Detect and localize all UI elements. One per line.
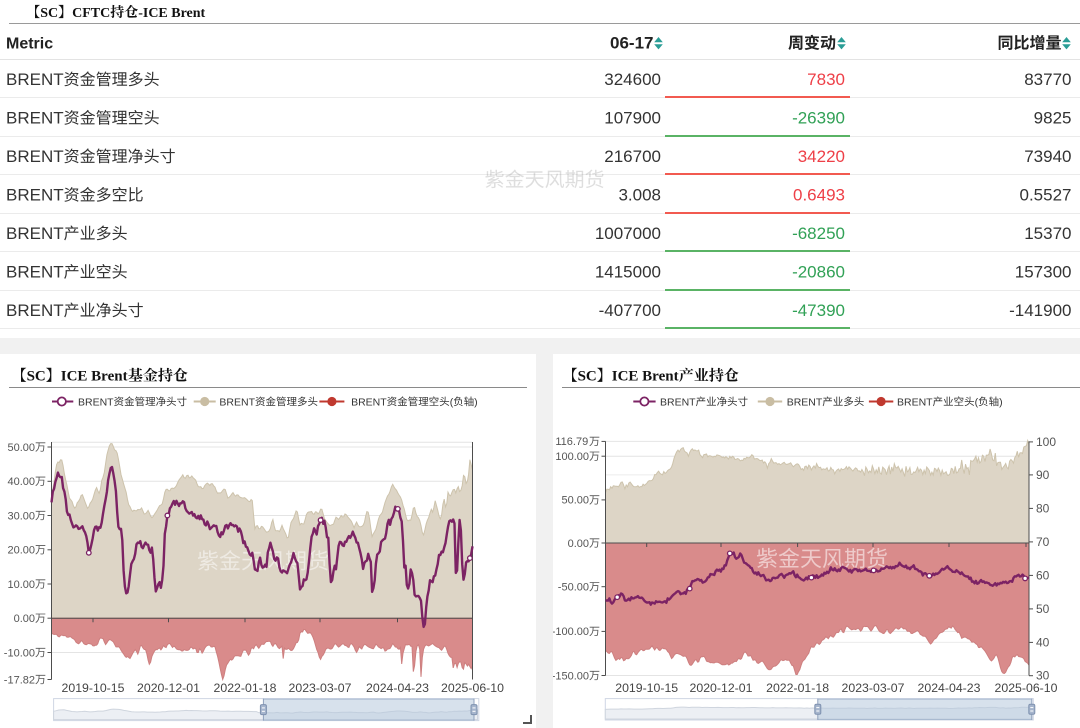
svg-text:20.00: 20.00: [7, 545, 35, 557]
svg-text:-17.82: -17.82: [4, 674, 35, 686]
svg-text:2023-03-07: 2023-03-07: [842, 681, 905, 695]
svg-text:2025-06-10: 2025-06-10: [441, 681, 504, 695]
svg-text:73940: 73940: [1024, 147, 1071, 166]
svg-text:BRENT: BRENT: [787, 396, 823, 408]
svg-text:80: 80: [1036, 501, 1050, 515]
svg-text:-141900: -141900: [1009, 301, 1071, 320]
svg-text:-50.00: -50.00: [558, 582, 589, 594]
svg-text:107900: 107900: [604, 109, 661, 128]
svg-text:2019-10-15: 2019-10-15: [615, 681, 678, 695]
svg-text:2020-12-01: 2020-12-01: [690, 681, 753, 695]
svg-text:SC: SC: [40, 6, 58, 21]
svg-text:2022-01-18: 2022-01-18: [766, 681, 829, 695]
svg-text:2020-12-01: 2020-12-01: [137, 681, 200, 695]
svg-text:0.6493: 0.6493: [793, 186, 845, 205]
svg-text:70: 70: [1036, 535, 1050, 549]
svg-text:BRENT: BRENT: [6, 224, 64, 243]
svg-text:ICE Brent: ICE Brent: [61, 369, 128, 385]
svg-text:BRENT: BRENT: [6, 186, 64, 205]
svg-text:-100.00: -100.00: [553, 626, 589, 638]
svg-text:): ): [999, 396, 1003, 408]
svg-text:(: (: [975, 396, 979, 408]
svg-text:40.00: 40.00: [7, 476, 35, 488]
svg-text:2022-01-18: 2022-01-18: [214, 681, 277, 695]
svg-text:30.00: 30.00: [7, 510, 35, 522]
svg-text:40: 40: [1036, 635, 1050, 649]
svg-text:157300: 157300: [1015, 263, 1072, 282]
svg-text:ICE Brent: ICE Brent: [612, 369, 679, 385]
svg-text:83770: 83770: [1024, 70, 1071, 89]
svg-text:(: (: [450, 396, 454, 408]
svg-text:9825: 9825: [1034, 109, 1072, 128]
svg-text:-10.00: -10.00: [4, 647, 35, 659]
svg-text:BRENT: BRENT: [78, 396, 114, 408]
svg-text:-26390: -26390: [792, 109, 845, 128]
svg-text:100: 100: [1036, 435, 1056, 449]
svg-text:2023-03-07: 2023-03-07: [289, 681, 352, 695]
svg-text:1415000: 1415000: [595, 263, 661, 282]
svg-text:BRENT: BRENT: [219, 396, 255, 408]
svg-text:BRENT: BRENT: [660, 396, 696, 408]
svg-text:2024-04-23: 2024-04-23: [366, 681, 429, 695]
svg-text:34220: 34220: [798, 147, 845, 166]
svg-text:): ): [474, 396, 478, 408]
svg-text:2025-06-10: 2025-06-10: [995, 681, 1058, 695]
svg-text:BRENT: BRENT: [6, 301, 64, 320]
svg-text:2019-10-15: 2019-10-15: [62, 681, 125, 695]
svg-text:-68250: -68250: [792, 224, 845, 243]
svg-text:116.79: 116.79: [555, 436, 588, 448]
svg-text:10.00: 10.00: [7, 579, 35, 591]
svg-text:1007000: 1007000: [595, 224, 661, 243]
svg-text:BRENT: BRENT: [351, 396, 387, 408]
svg-text:90: 90: [1036, 468, 1050, 482]
svg-text:7830: 7830: [807, 70, 845, 89]
svg-text:30: 30: [1036, 669, 1050, 683]
svg-text:50: 50: [1036, 602, 1050, 616]
svg-text:216700: 216700: [604, 147, 661, 166]
svg-text:0.00: 0.00: [14, 613, 35, 625]
svg-text:-150.00: -150.00: [553, 670, 589, 682]
svg-text:CFTC: CFTC: [72, 6, 110, 21]
svg-text:-20860: -20860: [792, 263, 845, 282]
svg-text:SC: SC: [27, 369, 46, 385]
svg-text:0.00: 0.00: [568, 538, 589, 550]
svg-text:-ICE Brent: -ICE Brent: [138, 6, 205, 21]
svg-text:0.5527: 0.5527: [1020, 186, 1072, 205]
svg-text:Metric: Metric: [6, 36, 53, 53]
svg-text:15370: 15370: [1024, 224, 1071, 243]
svg-text:324600: 324600: [604, 70, 661, 89]
svg-text:SC: SC: [578, 369, 597, 385]
svg-text:06-17: 06-17: [610, 34, 653, 53]
svg-text:50.00: 50.00: [7, 442, 35, 454]
svg-text:2024-04-23: 2024-04-23: [918, 681, 981, 695]
svg-text:BRENT: BRENT: [6, 70, 64, 89]
svg-text:3.008: 3.008: [618, 186, 661, 205]
svg-text:60: 60: [1036, 568, 1050, 582]
svg-text:-407700: -407700: [599, 301, 661, 320]
svg-text:100.00: 100.00: [555, 451, 589, 463]
svg-text:BRENT: BRENT: [6, 263, 64, 282]
svg-text:BRENT: BRENT: [6, 147, 64, 166]
svg-text:BRENT: BRENT: [897, 396, 933, 408]
svg-text:BRENT: BRENT: [6, 109, 64, 128]
svg-text:-47390: -47390: [792, 301, 845, 320]
svg-text:50.00: 50.00: [561, 495, 589, 507]
